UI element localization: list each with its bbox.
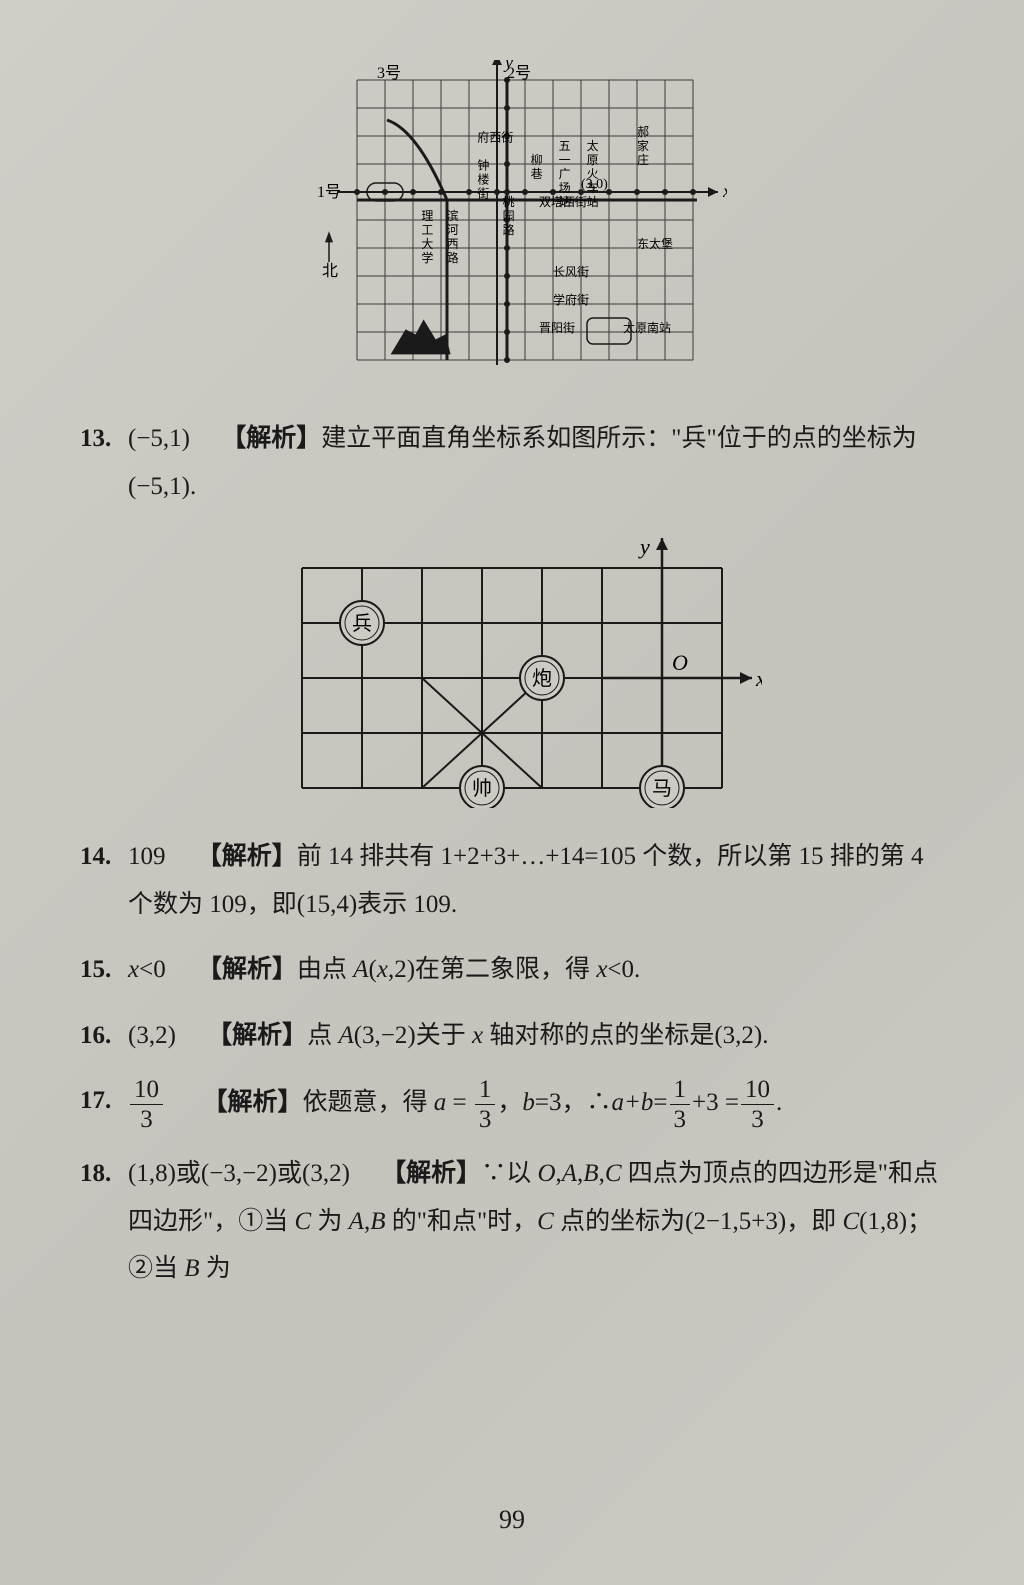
chess-svg: x y O 兵炮帅 马 bbox=[262, 528, 762, 808]
svg-text:街: 街 bbox=[477, 187, 489, 201]
svg-text:长风街: 长风街 bbox=[553, 265, 589, 279]
map-svg: xy1号3号2号(3,0)北太原火车站郝家庄五一广场站府西街钟楼街柳巷桃园路滨河… bbox=[297, 60, 727, 380]
svg-text:学府街: 学府街 bbox=[553, 292, 589, 307]
svg-text:学: 学 bbox=[421, 250, 433, 265]
svg-text:府西街: 府西街 bbox=[477, 130, 513, 145]
item-number: 18. bbox=[80, 1150, 128, 1198]
svg-text:家: 家 bbox=[637, 138, 649, 153]
answer: (3,2) bbox=[128, 1022, 176, 1049]
item-body: (3,2) 【解析】点 A(3,−2)关于 x 轴对称的点的坐标是(3,2). bbox=[128, 1012, 944, 1060]
svg-text:车: 车 bbox=[587, 180, 599, 195]
item-number: 17. bbox=[80, 1077, 128, 1125]
analysis-tag: 【解析】 bbox=[203, 1089, 303, 1116]
svg-text:柳: 柳 bbox=[531, 153, 543, 167]
svg-text:站: 站 bbox=[587, 195, 599, 209]
svg-text:2号: 2号 bbox=[507, 64, 531, 82]
svg-text:y: y bbox=[638, 534, 650, 559]
svg-text:河: 河 bbox=[447, 223, 459, 237]
item-18: 18. (1,8)或(−3,−2)或(3,2) 【解析】∵以 O,A,B,C 四… bbox=[80, 1150, 944, 1293]
answer: (1,8)或(−3,−2)或(3,2) bbox=[128, 1160, 350, 1187]
svg-text:帅: 帅 bbox=[472, 777, 492, 800]
answer: 109 bbox=[128, 843, 166, 870]
svg-text:一: 一 bbox=[559, 153, 571, 167]
answer: 10 3 bbox=[128, 1089, 171, 1116]
item-14: 14. 109 【解析】前 14 排共有 1+2+3+…+14=105 个数，所… bbox=[80, 833, 944, 928]
svg-text:原: 原 bbox=[587, 153, 599, 167]
item-body: 10 3 【解析】依题意，得 a = 13，b=3，∴a+b=13+3 =103… bbox=[128, 1077, 944, 1132]
analysis-text: 由点 A(x,2)在第二象限，得 x<0. bbox=[297, 956, 640, 983]
item-13: 13. (−5,1) 【解析】建立平面直角坐标系如图所示："兵"位于的点的坐标为… bbox=[80, 415, 944, 510]
item-16: 16. (3,2) 【解析】点 A(3,−2)关于 x 轴对称的点的坐标是(3,… bbox=[80, 1012, 944, 1060]
svg-text:场: 场 bbox=[559, 181, 571, 195]
svg-text:庄: 庄 bbox=[637, 152, 649, 167]
svg-text:工: 工 bbox=[421, 223, 433, 237]
svg-text:理: 理 bbox=[421, 209, 433, 223]
item-number: 15. bbox=[80, 946, 128, 994]
item-body: x<0 【解析】由点 A(x,2)在第二象限，得 x<0. bbox=[128, 946, 944, 994]
item-15: 15. x<0 【解析】由点 A(x,2)在第二象限，得 x<0. bbox=[80, 946, 944, 994]
fraction: 10 3 bbox=[130, 1077, 163, 1132]
svg-text:东太堡: 东太堡 bbox=[637, 236, 673, 251]
svg-text:炮: 炮 bbox=[532, 667, 552, 690]
svg-text:钟: 钟 bbox=[477, 158, 489, 173]
svg-text:马: 马 bbox=[652, 778, 672, 800]
diagram-2: x y O 兵炮帅 马 bbox=[80, 528, 944, 813]
analysis-tag: 【解析】 bbox=[207, 1022, 307, 1049]
svg-text:O: O bbox=[672, 650, 688, 675]
item-number: 16. bbox=[80, 1012, 128, 1060]
svg-text:五: 五 bbox=[559, 139, 571, 153]
svg-text:楼: 楼 bbox=[477, 172, 489, 187]
item-body: (−5,1) 【解析】建立平面直角坐标系如图所示："兵"位于的点的坐标为(−5,… bbox=[128, 415, 944, 510]
analysis-tag: 【解析】 bbox=[197, 956, 297, 983]
svg-text:广: 广 bbox=[559, 167, 571, 181]
diagram-1: xy1号3号2号(3,0)北太原火车站郝家庄五一广场站府西街钟楼街柳巷桃园路滨河… bbox=[80, 60, 944, 385]
svg-text:太: 太 bbox=[587, 138, 599, 153]
item-17: 17. 10 3 【解析】依题意，得 a = 13，b=3，∴a+b=13+3 … bbox=[80, 1077, 944, 1132]
svg-text:3号: 3号 bbox=[377, 64, 401, 82]
answer: (−5,1) bbox=[128, 425, 190, 452]
svg-text:大: 大 bbox=[421, 237, 433, 251]
svg-text:火: 火 bbox=[587, 167, 599, 181]
svg-text:x: x bbox=[755, 666, 762, 691]
page-number: 99 bbox=[0, 1505, 1024, 1535]
svg-text:路: 路 bbox=[447, 250, 459, 265]
svg-text:郝: 郝 bbox=[637, 125, 649, 139]
svg-text:桃: 桃 bbox=[503, 194, 515, 209]
svg-text:晋阳街: 晋阳街 bbox=[539, 321, 575, 335]
svg-text:北: 北 bbox=[322, 262, 338, 280]
svg-text:园: 园 bbox=[503, 209, 515, 223]
analysis-text: 依题意，得 a = 13，b=3，∴a+b=13+3 =103. bbox=[303, 1089, 783, 1116]
item-body: 109 【解析】前 14 排共有 1+2+3+…+14=105 个数，所以第 1… bbox=[128, 833, 944, 928]
svg-text:兵: 兵 bbox=[352, 612, 372, 635]
answer: x<0 bbox=[128, 956, 166, 983]
svg-text:双塔西街: 双塔西街 bbox=[539, 195, 587, 209]
svg-text:x: x bbox=[722, 181, 727, 201]
analysis-text: 点 A(3,−2)关于 x 轴对称的点的坐标是(3,2). bbox=[307, 1022, 768, 1049]
item-number: 14. bbox=[80, 833, 128, 881]
analysis-tag: 【解析】 bbox=[221, 425, 321, 452]
svg-text:巷: 巷 bbox=[531, 167, 543, 181]
svg-text:西: 西 bbox=[447, 237, 459, 251]
svg-text:滨: 滨 bbox=[447, 208, 459, 223]
analysis-tag: 【解析】 bbox=[381, 1160, 481, 1187]
svg-text:路: 路 bbox=[503, 222, 515, 237]
analysis-tag: 【解析】 bbox=[197, 843, 297, 870]
svg-text:1号: 1号 bbox=[317, 183, 341, 201]
item-body: (1,8)或(−3,−2)或(3,2) 【解析】∵以 O,A,B,C 四点为顶点… bbox=[128, 1150, 944, 1293]
item-number: 13. bbox=[80, 415, 128, 463]
